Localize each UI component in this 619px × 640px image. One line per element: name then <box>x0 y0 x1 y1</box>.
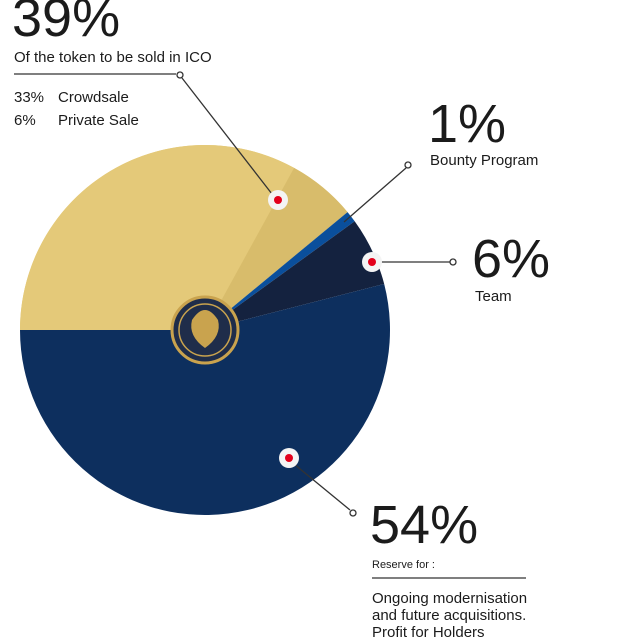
callout-dot-center <box>274 196 282 204</box>
slice-label: Bounty Program <box>430 152 538 169</box>
reserve-note: Ongoing modernisation <box>372 590 527 607</box>
reserve-note: and future acquisitions. <box>372 607 526 624</box>
callout-dot-center <box>368 258 376 266</box>
logo-lion <box>191 310 219 348</box>
group-value-label: 39% <box>12 0 120 48</box>
slice-value-label: 1% <box>428 94 506 154</box>
leader-line <box>181 77 273 195</box>
slice <box>205 221 385 330</box>
slice-label: Team <box>475 288 512 305</box>
slice <box>205 212 355 330</box>
leader-line <box>343 167 407 223</box>
group-caption: Of the token to be sold in ICO <box>14 49 212 66</box>
slice-value-label: 6% <box>14 112 36 129</box>
reserve-note: Profit for Holders <box>372 624 485 640</box>
leader-end <box>349 509 357 517</box>
reserve-heading: Reserve for : <box>372 559 435 571</box>
leader-line <box>293 463 351 511</box>
slice-label: Crowdsale <box>58 89 129 106</box>
slice-label: Private Sale <box>58 112 139 129</box>
slice-value-label: 33% <box>14 89 44 106</box>
callout-dot-center <box>285 454 293 462</box>
slice-value-label: 54% <box>370 495 478 555</box>
slice <box>20 144 295 330</box>
slice <box>205 167 348 330</box>
leader-end <box>449 258 457 266</box>
logo-ring <box>178 303 232 357</box>
pie <box>20 144 390 515</box>
callout-dots <box>268 190 382 468</box>
slice-value-label: 6% <box>472 229 550 289</box>
leader-end <box>176 71 184 79</box>
leader-end <box>404 161 412 169</box>
